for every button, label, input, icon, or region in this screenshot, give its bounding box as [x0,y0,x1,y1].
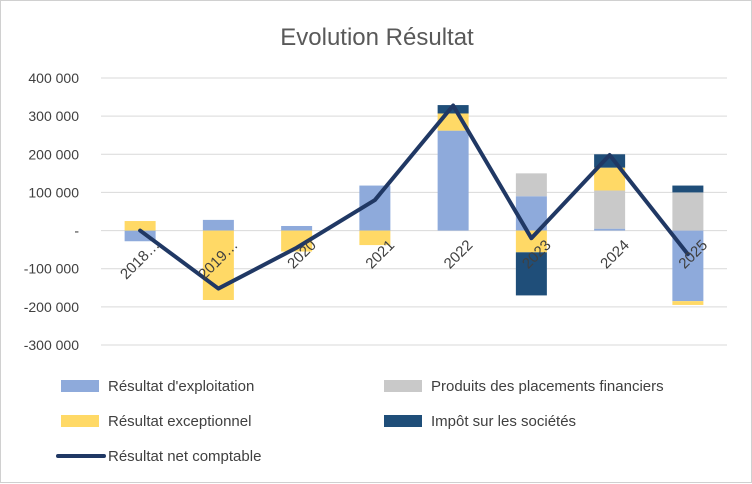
legend-label-2: Résultat exceptionnel [108,413,251,430]
bar-3-5 [515,252,547,296]
bar-0-0 [124,230,156,242]
bar-1-7 [672,192,704,231]
x-tick-label: 2018… [117,237,163,283]
y-tick-label: -100 000 [24,261,79,277]
bar-2-3 [359,230,391,246]
y-tick-label: 100 000 [28,184,79,200]
bar-2-2 [281,230,313,252]
legend-swatch-2 [61,415,99,427]
bar-0-4 [437,130,469,231]
y-tick-label: 200 000 [28,146,79,162]
bar-2-6 [594,167,626,191]
y-axis-ticks: 400 000 300 000 200 000 100 000 - -100 000 -20… [24,70,80,353]
legend-swatch-3 [384,415,422,427]
series-line-4 [138,103,690,291]
chart-title: Evolution Résultat [280,24,474,51]
bar-1-5 [515,173,547,197]
bar-3-7 [672,185,704,193]
grid-lines [101,77,727,346]
y-tick-label: -200 000 [24,299,79,315]
bar-0-6 [594,228,626,231]
x-tick-label: 2022 [441,237,477,273]
y-tick-label: -300 000 [24,337,79,353]
legend-label-4: Résultat net comptable [108,448,261,465]
bar-0-2 [281,225,313,231]
y-tick-label: - [74,223,79,239]
bars [124,105,704,305]
bar-2-5 [515,230,547,253]
bar-2-0 [124,221,156,231]
legend-label-0: Résultat d'exploitation [108,378,254,395]
legend: Résultat d'exploitation Produits des plac… [56,378,664,465]
bar-1-6 [594,190,626,229]
legend-swatch-1 [384,380,422,392]
y-tick-label: 300 000 [28,108,79,124]
legend-swatch-0 [61,380,99,392]
y-tick-label: 400 000 [28,70,79,86]
x-tick-label: 2024 [597,237,633,273]
net-result-line [138,103,690,291]
legend-label-1: Produits des placements financiers [431,378,664,395]
bar-0-1 [202,219,234,231]
legend-label-3: Impôt sur les sociétés [431,413,576,430]
bar-2-7 [672,301,704,305]
